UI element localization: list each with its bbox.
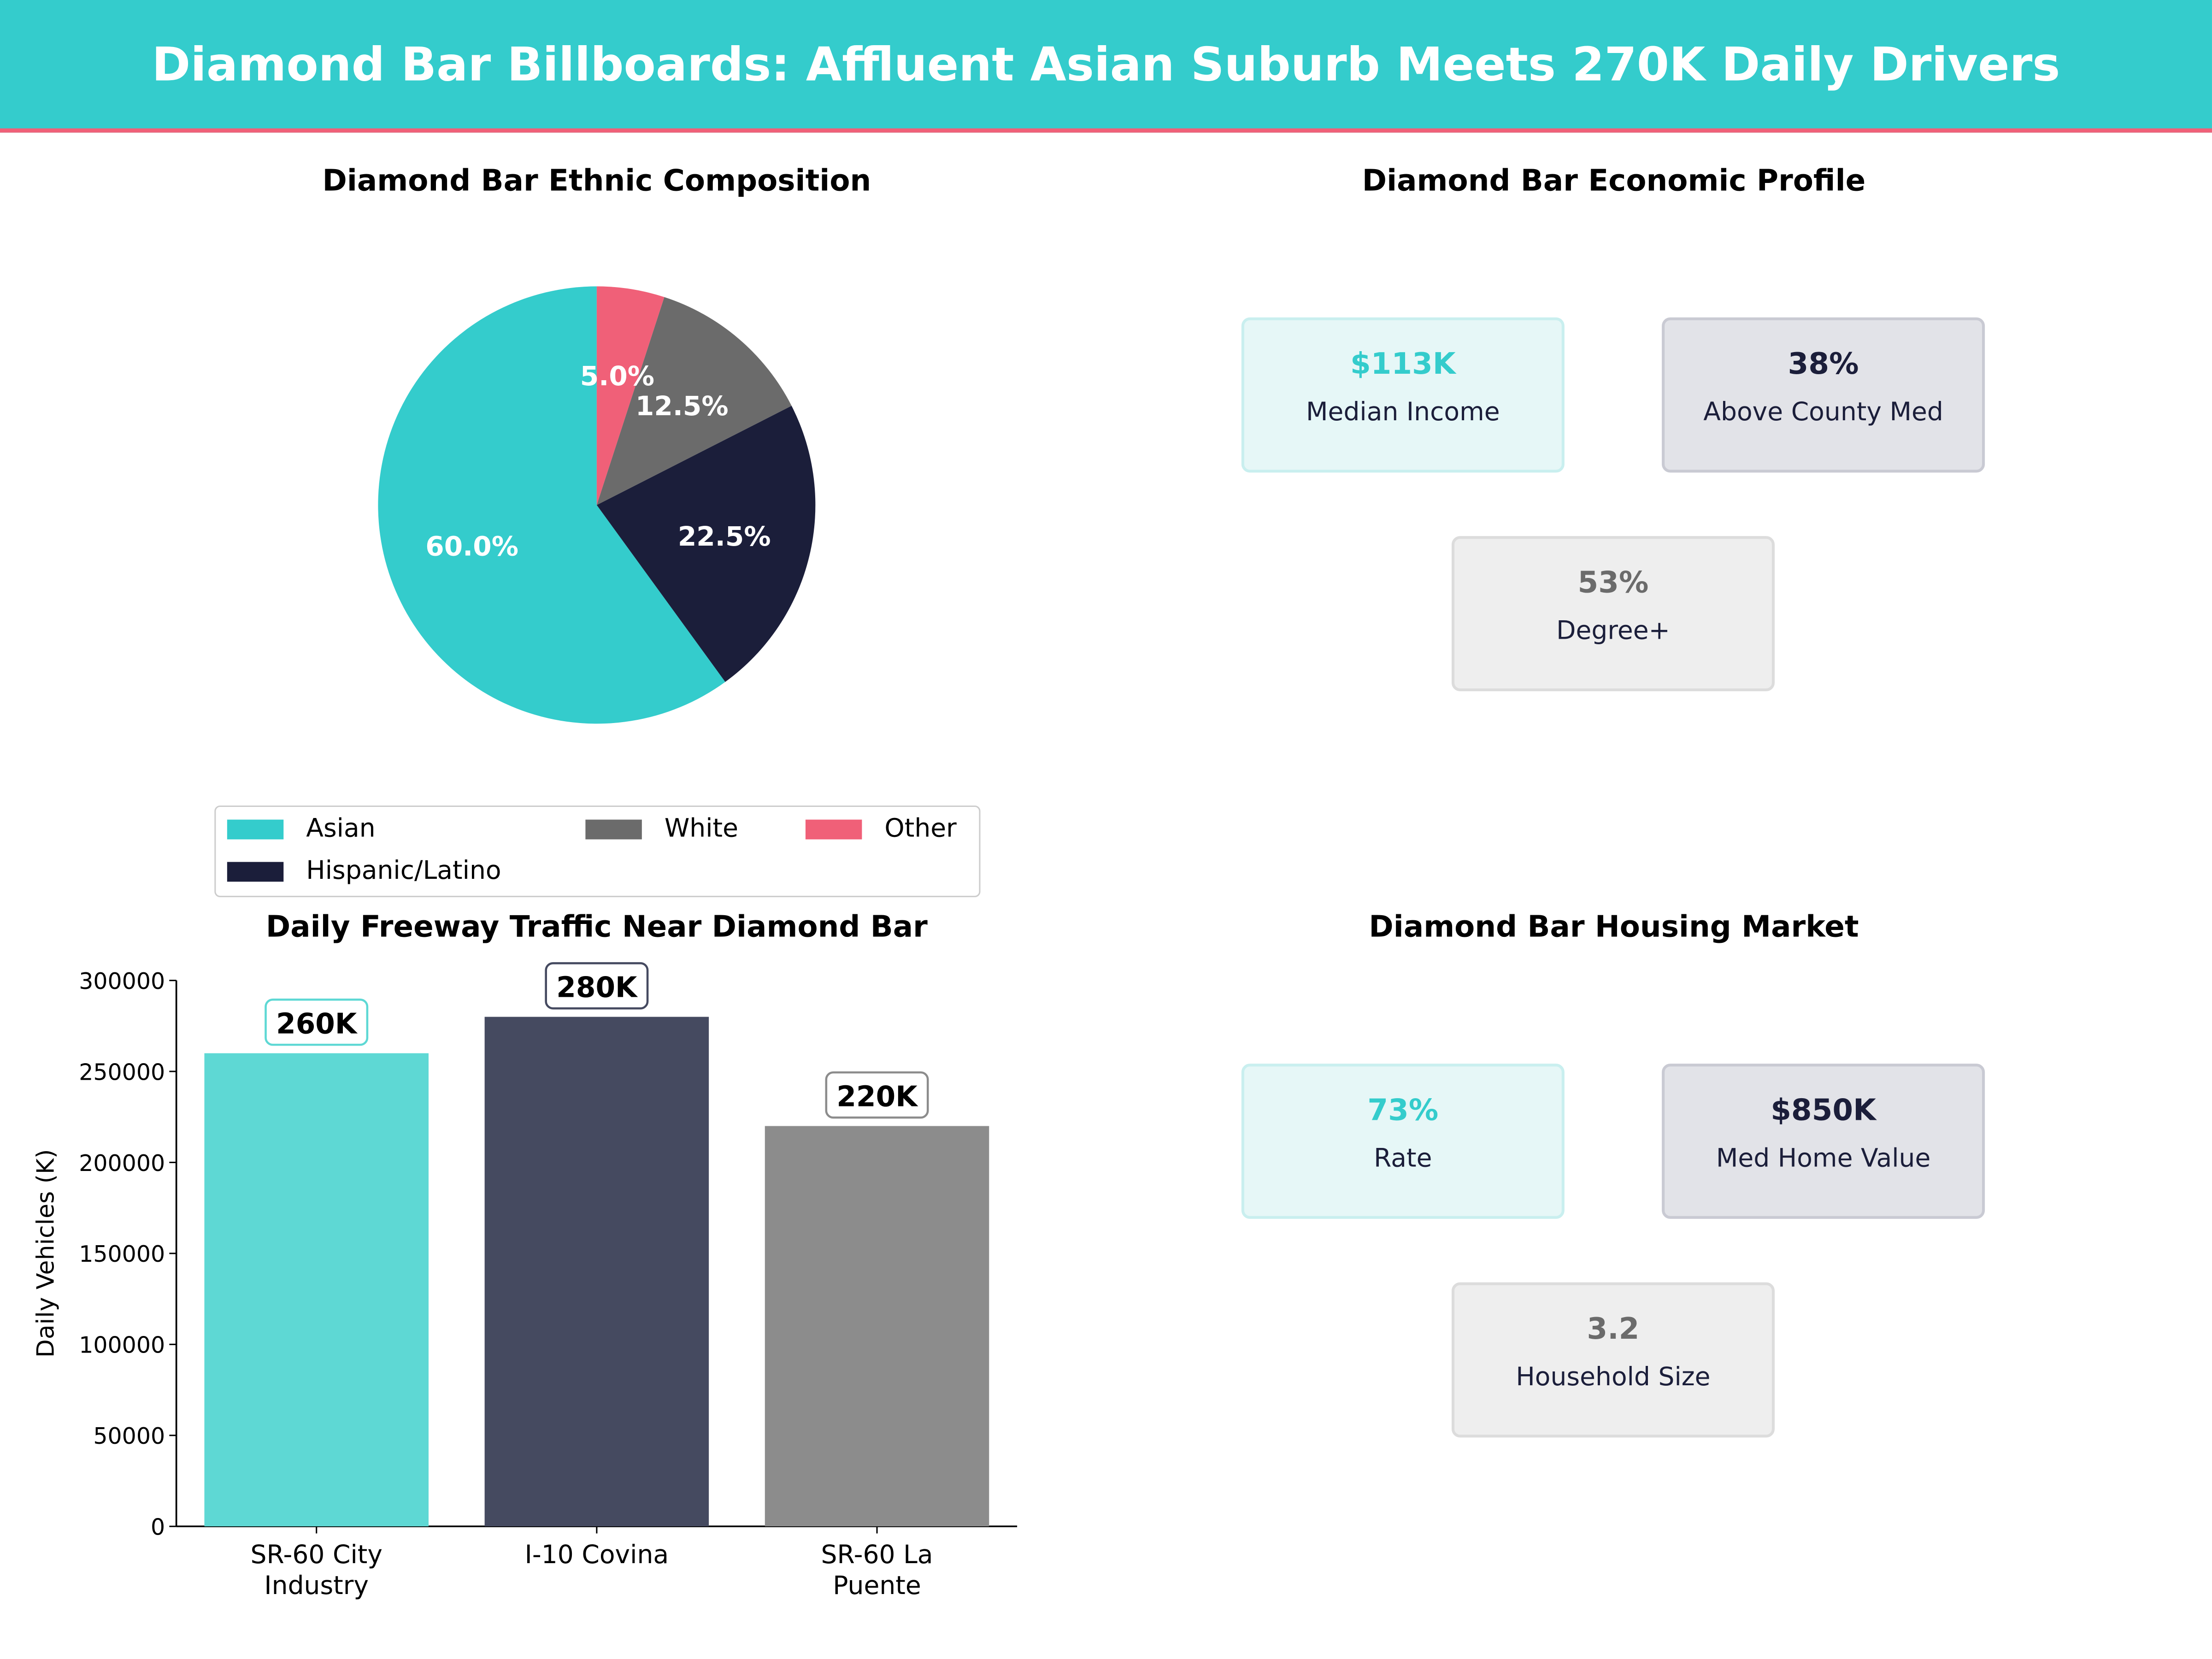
y-tick-label: 0 [151,1514,165,1541]
x-tick-label: I-10 Covina [525,1540,669,1569]
y-tick-label: 200000 [79,1150,165,1177]
legend-label: Other [884,814,957,844]
card-value: 73% [1367,1093,1439,1127]
x-tick-label: SR-60 La [821,1540,933,1569]
bar-label-box [265,998,369,1046]
pie-label: 12.5% [635,390,729,422]
legend-swatch [585,819,642,839]
x-tick-label: Puente [833,1571,921,1600]
economic-title: Diamond Bar Economic Profile [1362,164,1866,198]
legend-item-other: Other [805,814,957,844]
x-tick-label: SR-60 City [250,1540,382,1569]
card-label: Median Income [1306,398,1500,428]
bar-title: Daily Freeway Traffic Near Diamond Bar [265,910,928,944]
page-title: Diamond Bar Billboards: Affluent Asian S… [152,36,2060,92]
pie-chart: 60.0% 22.5% 12.5%5.0% [378,286,816,724]
pie-label: 60.0% [425,530,518,562]
legend-item-hispanic: Hispanic/Latino [227,856,501,886]
card-label: Rate [1374,1144,1432,1174]
card-degree: 53% Degree+ [1451,536,1775,691]
pie-slice-other [596,286,665,505]
y-tick-label: 50000 [93,1423,165,1449]
pie-title: Diamond Bar Ethnic Composition [322,164,871,198]
legend-label: White [664,814,739,844]
bar-chart: 0 50000 100000 150000 200000 250000 300000 Dail… [32,962,1018,1600]
card-above-county: 38% Above County Med [1662,317,1985,473]
legend-label: Asian [306,814,376,844]
pie-label: 5.0% [580,360,654,392]
card-value: $113K [1350,347,1456,381]
legend-swatch [227,861,284,881]
legend-label: Hispanic/Latino [306,856,501,886]
bar-data-label: 280K [556,971,638,1004]
bar-label-box [825,1071,929,1119]
card-median-income: $113K Median Income [1241,317,1565,473]
pie-slice-hispanic-latino [596,406,816,682]
legend-swatch [805,819,862,839]
card-home-value: $850K Med Home Value [1662,1064,1985,1219]
card-label: Household Size [1516,1363,1711,1393]
y-axis-label: Daily Vehicles (K) [32,1149,59,1358]
housing-title: Diamond Bar Housing Market [1369,910,1859,944]
legend-item-asian: Asian [227,814,376,844]
bar-label-box [545,962,649,1010]
card-value: 38% [1788,347,1859,381]
y-tick-label: 300000 [79,968,165,994]
pie-label: 22.5% [678,521,771,552]
card-value: $850K [1771,1093,1876,1127]
bar [484,1017,709,1527]
card-value: 3.2 [1587,1312,1640,1346]
card-label: Med Home Value [1716,1144,1931,1174]
pie-legend: Asian Hispanic/Latino White Other [214,805,981,897]
card-rate: 73% Rate [1241,1064,1565,1219]
pie-slice-white [596,297,792,505]
bar [765,1126,989,1527]
legend-item-white: White [585,814,739,844]
y-tick-label: 150000 [79,1241,165,1267]
y-tick-label: 250000 [79,1059,165,1085]
bar-data-label: 220K [836,1081,918,1113]
card-household-size: 3.2 Household Size [1451,1282,1775,1438]
card-value: 53% [1577,565,1649,600]
card-label: Above County Med [1703,398,1943,428]
bar [204,1053,429,1527]
legend-swatch [227,819,284,839]
y-tick-label: 100000 [79,1332,165,1359]
card-label: Degree+ [1556,616,1670,647]
x-tick-label: Industry [264,1571,369,1600]
pie-slice-asian [378,286,725,724]
header-banner: Diamond Bar Billboards: Affluent Asian S… [0,0,2212,133]
bar-data-label: 260K [276,1008,358,1041]
